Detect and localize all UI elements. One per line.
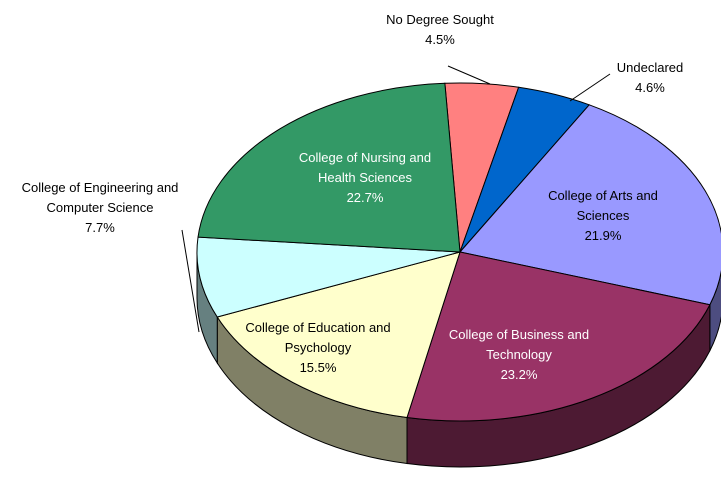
- leader-line: [569, 73, 611, 102]
- slice: [459, 104, 721, 306]
- value-label: 23.2%: [500, 367, 538, 382]
- value-label: 21.9%: [584, 228, 622, 243]
- slice: [406, 251, 711, 422]
- leader-line: [447, 65, 491, 85]
- slice-label: College of Business and Technology 23.2%: [444, 325, 594, 385]
- slice-label: College of Arts and Sciences 21.9%: [548, 186, 658, 246]
- slice-label: No Degree Sought 4.5%: [340, 10, 540, 50]
- category-name: Undeclared: [616, 60, 684, 75]
- category-name: College of Engineering and Computer Scie…: [21, 180, 179, 215]
- value-label: 7.7%: [85, 220, 115, 235]
- slice-label: College of Engineering and Computer Scie…: [13, 178, 188, 238]
- value-label: 4.5%: [425, 32, 455, 47]
- slice-label: College of Nursing and Health Sciences 22…: [290, 148, 440, 208]
- value-label: 22.7%: [346, 190, 384, 205]
- value-label: 15.5%: [299, 360, 337, 375]
- leader-line: [181, 229, 200, 333]
- category-name: No Degree Sought: [386, 12, 494, 27]
- category-name: College of Nursing and Health Sciences: [298, 150, 432, 185]
- value-label: 4.6%: [635, 80, 665, 95]
- category-name: College of Business and Technology: [448, 327, 590, 362]
- slice: [216, 251, 461, 419]
- slice-label: Undeclared 4.6%: [580, 58, 720, 98]
- slice-label: College of Education and Psychology 15.5%: [243, 318, 393, 378]
- category-name: College of Education and Psychology: [245, 320, 391, 355]
- category-name: College of Arts and Sciences: [548, 188, 658, 223]
- slice: [197, 82, 461, 253]
- slice: [196, 236, 461, 318]
